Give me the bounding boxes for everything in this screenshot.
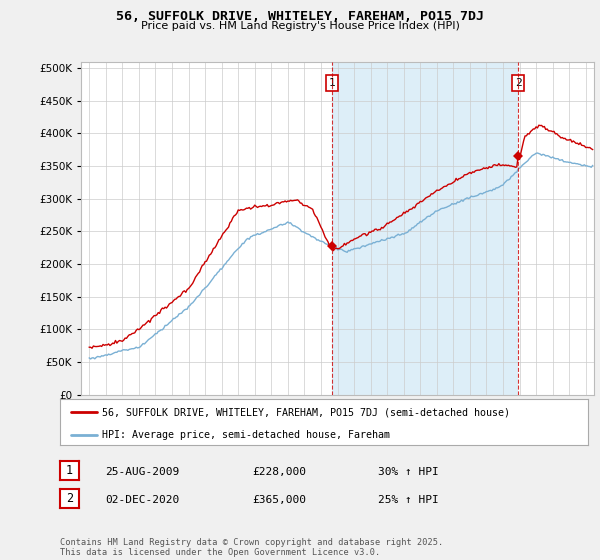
Text: Price paid vs. HM Land Registry's House Price Index (HPI): Price paid vs. HM Land Registry's House … — [140, 21, 460, 31]
Text: £228,000: £228,000 — [252, 466, 306, 477]
Text: 56, SUFFOLK DRIVE, WHITELEY, FAREHAM, PO15 7DJ: 56, SUFFOLK DRIVE, WHITELEY, FAREHAM, PO… — [116, 10, 484, 23]
Text: 1: 1 — [66, 464, 73, 477]
Text: 30% ↑ HPI: 30% ↑ HPI — [378, 466, 439, 477]
Text: 2: 2 — [515, 78, 521, 88]
Bar — [332, 62, 518, 395]
Text: £365,000: £365,000 — [252, 494, 306, 505]
Text: 56, SUFFOLK DRIVE, WHITELEY, FAREHAM, PO15 7DJ (semi-detached house): 56, SUFFOLK DRIVE, WHITELEY, FAREHAM, PO… — [102, 407, 510, 417]
Text: HPI: Average price, semi-detached house, Fareham: HPI: Average price, semi-detached house,… — [102, 430, 390, 440]
Text: 25-AUG-2009: 25-AUG-2009 — [105, 466, 179, 477]
Text: 25% ↑ HPI: 25% ↑ HPI — [378, 494, 439, 505]
Text: 2: 2 — [66, 492, 73, 505]
Text: 1: 1 — [328, 78, 335, 88]
Text: Contains HM Land Registry data © Crown copyright and database right 2025.
This d: Contains HM Land Registry data © Crown c… — [60, 538, 443, 557]
Text: 02-DEC-2020: 02-DEC-2020 — [105, 494, 179, 505]
